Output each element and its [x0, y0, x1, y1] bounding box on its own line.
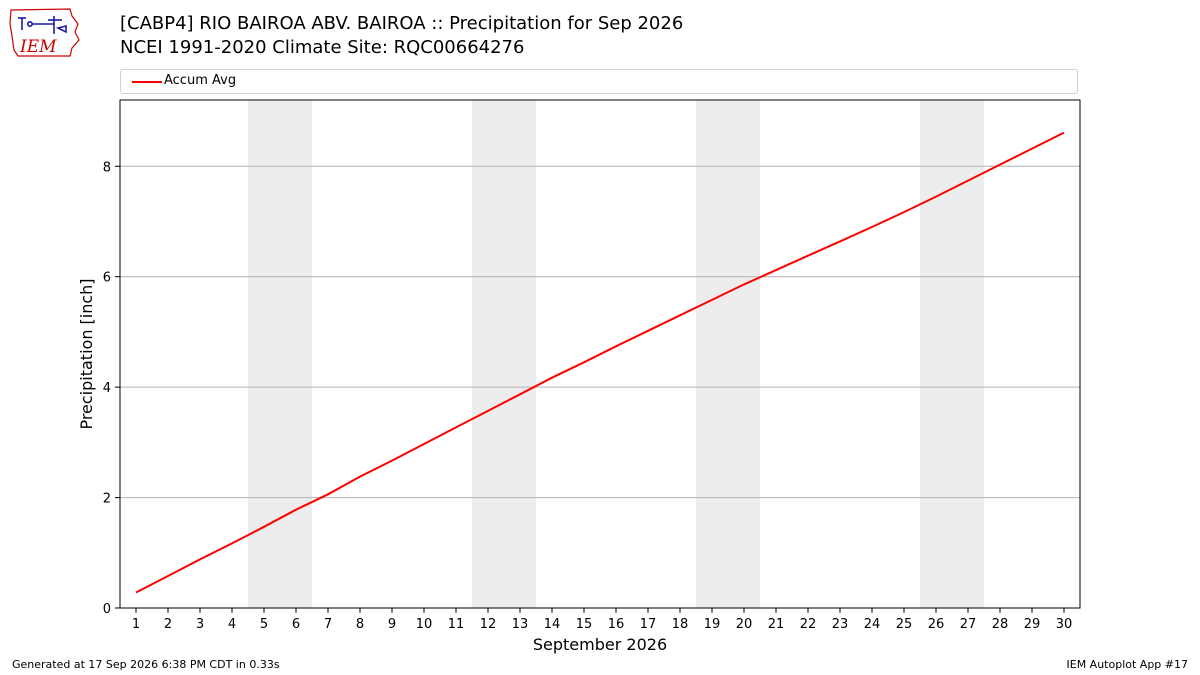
- iem-logo: IEM: [9, 8, 80, 57]
- x-tick-label: 20: [736, 617, 753, 632]
- x-tick-label: 4: [228, 617, 236, 632]
- x-tick-label: 11: [448, 617, 465, 632]
- weekend-band: [920, 100, 984, 608]
- y-tick-label: 2: [103, 492, 111, 507]
- x-tick-label: 21: [768, 617, 785, 632]
- series-line-accum-avg: [135, 131, 1065, 594]
- x-axis-label: September 2026: [533, 635, 667, 654]
- chart-title: [CABP4] RIO BAIROA ABV. BAIROA :: Precip…: [120, 13, 684, 34]
- x-tick-label: 24: [864, 617, 881, 632]
- weekend-band: [696, 100, 760, 608]
- weekend-band: [472, 100, 536, 608]
- app-credit: IEM Autoplot App #17: [1066, 658, 1189, 671]
- x-tick-label: 17: [640, 617, 657, 632]
- y-tick-label: 4: [103, 381, 111, 396]
- x-tick-label: 9: [388, 617, 396, 632]
- x-tick-label: 1: [132, 617, 140, 632]
- x-tick-label: 8: [356, 617, 364, 632]
- x-tick-label: 15: [576, 617, 593, 632]
- x-tick-label: 5: [260, 617, 268, 632]
- x-tick-label: 25: [896, 617, 913, 632]
- y-tick-label: 6: [103, 271, 111, 286]
- x-tick-label: 6: [292, 617, 300, 632]
- x-tick-label: 29: [1024, 617, 1041, 632]
- x-tick-label: 22: [800, 617, 817, 632]
- x-tick-label: 23: [832, 617, 849, 632]
- x-tick-label: 12: [480, 617, 497, 632]
- x-tick-label: 16: [608, 617, 625, 632]
- x-tick-label: 7: [324, 617, 332, 632]
- x-tick-label: 13: [512, 617, 529, 632]
- x-tick-label: 27: [960, 617, 977, 632]
- x-tick-label: 14: [544, 617, 561, 632]
- legend-label-accum-avg: Accum Avg: [164, 73, 237, 88]
- x-tick-label: 26: [928, 617, 945, 632]
- legend-swatch-accum-avg: [132, 81, 162, 83]
- logo-weather-icon: [18, 16, 67, 34]
- x-tick-label: 30: [1056, 617, 1073, 632]
- logo-state-outline: [9, 8, 80, 57]
- x-tick-label: 18: [672, 617, 689, 632]
- chart-legend: Accum Avg: [120, 69, 1078, 94]
- x-tick-label: 10: [416, 617, 433, 632]
- x-tick-label: 2: [164, 617, 172, 632]
- logo-text: IEM: [19, 37, 57, 57]
- y-axis-label: Precipitation [inch]: [77, 278, 96, 429]
- y-tick-label: 8: [103, 160, 111, 175]
- x-tick-label: 28: [992, 617, 1009, 632]
- weekend-band: [248, 100, 312, 608]
- x-tick-label: 3: [196, 617, 204, 632]
- chart-subtitle: NCEI 1991-2020 Climate Site: RQC00664276: [120, 37, 525, 58]
- x-tick-label: 19: [704, 617, 721, 632]
- y-tick-label: 0: [103, 602, 111, 617]
- plot-frame: [119, 99, 1081, 609]
- generated-timestamp: Generated at 17 Sep 2026 6:38 PM CDT in …: [12, 658, 280, 671]
